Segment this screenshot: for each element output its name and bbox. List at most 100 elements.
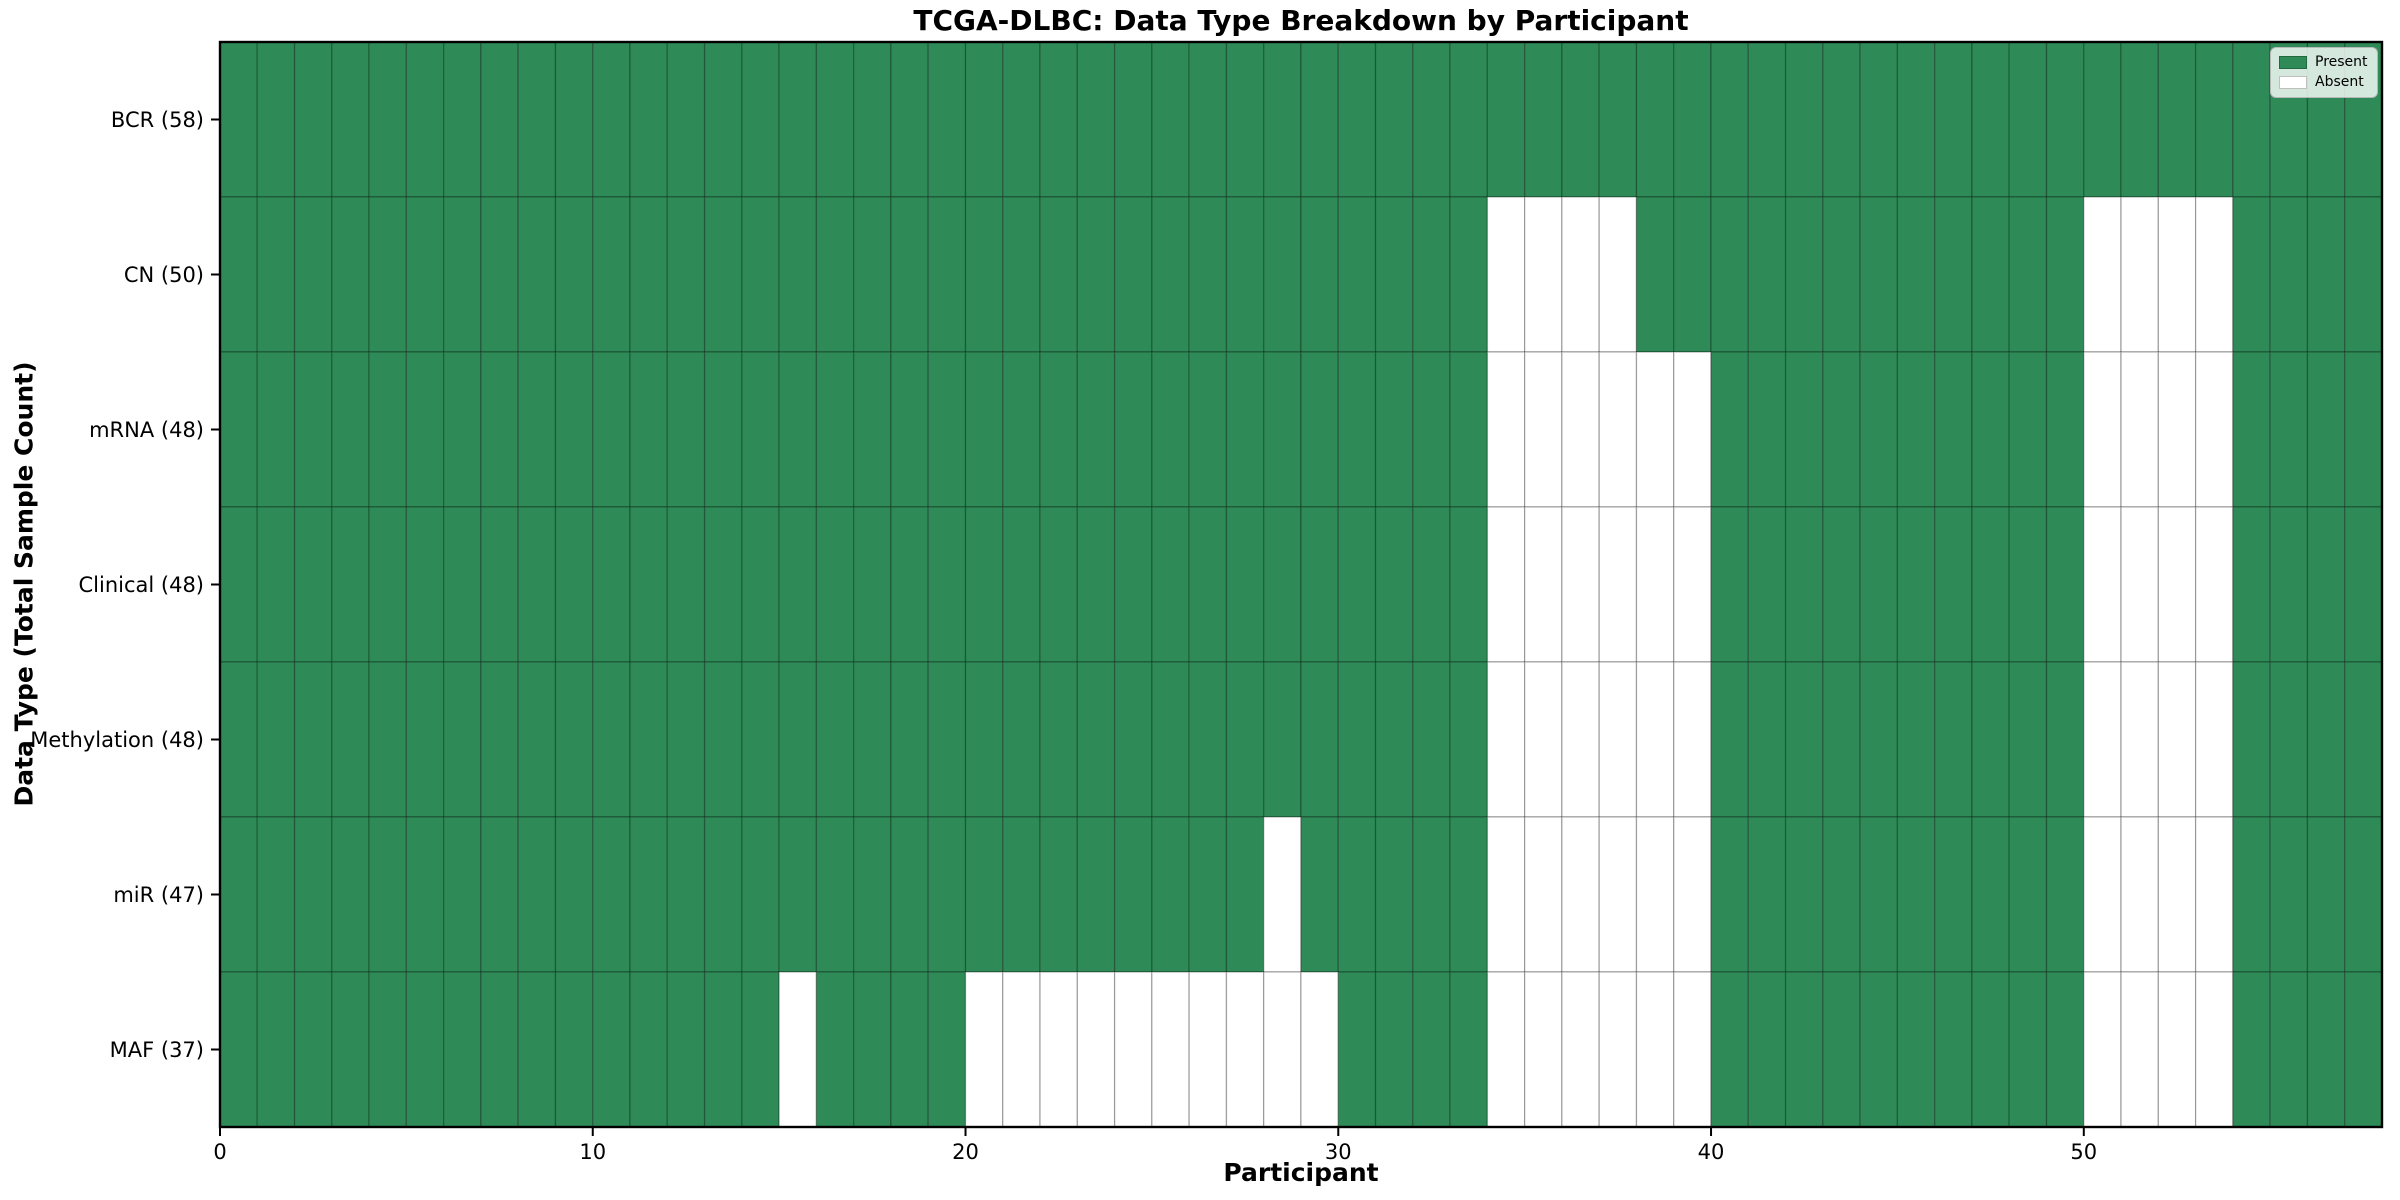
heatmap-cell xyxy=(741,816,780,973)
heatmap-cell xyxy=(1449,41,1489,198)
heatmap-cell xyxy=(1002,506,1041,663)
heatmap-cell xyxy=(2232,196,2271,353)
heatmap-cell xyxy=(1934,506,1973,663)
y-tick-label: miR (47) xyxy=(113,882,204,907)
heatmap-cell xyxy=(368,351,408,508)
heatmap-cell xyxy=(1822,351,1861,508)
heatmap-cell xyxy=(1151,41,1190,198)
heatmap-cell xyxy=(1561,661,1600,818)
heatmap-cell xyxy=(1524,816,1563,973)
heatmap-cell xyxy=(554,196,594,353)
y-tick-label: MAF (37) xyxy=(109,1037,204,1062)
heatmap-cell xyxy=(778,41,818,198)
heatmap-cell xyxy=(2083,661,2122,818)
heatmap-cell xyxy=(1635,971,1675,1128)
heatmap-cell xyxy=(1747,506,1787,663)
heatmap-cell xyxy=(741,661,780,818)
heatmap-cell xyxy=(1747,661,1787,818)
heatmap-cell xyxy=(554,661,594,818)
heatmap-cell xyxy=(2232,661,2271,818)
heatmap-cell xyxy=(2045,196,2085,353)
heatmap-cell xyxy=(1934,196,1973,353)
heatmap-cell xyxy=(703,196,743,353)
heatmap-cell xyxy=(1486,661,1526,818)
heatmap-cell xyxy=(219,196,258,353)
heatmap-cell xyxy=(2008,816,2048,973)
heatmap-cell xyxy=(1673,661,1712,818)
heatmap-cell xyxy=(256,506,296,663)
heatmap-cell xyxy=(592,41,631,198)
heatmap-cell xyxy=(2045,506,2085,663)
heatmap-cell xyxy=(2083,816,2122,973)
heatmap-cell xyxy=(443,41,482,198)
heatmap-cell xyxy=(2008,41,2048,198)
heatmap-cell xyxy=(1486,506,1526,663)
heatmap-cell xyxy=(480,351,519,508)
heatmap-cell xyxy=(2194,506,2234,663)
heatmap-cell xyxy=(554,816,594,973)
heatmap-cell xyxy=(2344,816,2383,973)
heatmap-cell xyxy=(1934,351,1973,508)
heatmap-cell xyxy=(293,351,333,508)
heatmap-cell xyxy=(1710,351,1749,508)
heatmap-cell xyxy=(331,816,370,973)
heatmap-cell xyxy=(1263,41,1302,198)
heatmap-cell xyxy=(1188,661,1228,818)
heatmap-cell xyxy=(2194,41,2234,198)
heatmap-cell xyxy=(964,41,1004,198)
heatmap-cell xyxy=(1710,506,1749,663)
heatmap-cell xyxy=(1337,816,1377,973)
heatmap-cell xyxy=(890,196,929,353)
heatmap-cell xyxy=(1896,816,1936,973)
heatmap-cell xyxy=(443,816,482,973)
heatmap-cell xyxy=(1635,661,1675,818)
heatmap-cell xyxy=(293,506,333,663)
legend-label-absent: Absent xyxy=(2315,74,2364,90)
heatmap-cell xyxy=(1039,41,1078,198)
heatmap-cell xyxy=(890,506,929,663)
heatmap-cell xyxy=(1971,971,2010,1128)
heatmap-cell xyxy=(219,41,258,198)
heatmap-cell xyxy=(2045,971,2085,1128)
heatmap-cell xyxy=(778,816,818,973)
heatmap-cell xyxy=(666,971,706,1128)
x-tick-label: 20 xyxy=(952,1140,979,1164)
heatmap-cell xyxy=(2306,971,2346,1128)
heatmap-cell xyxy=(1747,196,1787,353)
heatmap-cell xyxy=(1896,41,1936,198)
heatmap-cell xyxy=(219,351,258,508)
heatmap-cell xyxy=(629,661,668,818)
heatmap-cell xyxy=(2120,816,2159,973)
heatmap-cell xyxy=(666,351,706,508)
heatmap-cell xyxy=(405,971,445,1128)
heatmap-cell xyxy=(1971,41,2010,198)
heatmap-cell xyxy=(1561,351,1600,508)
heatmap-cell xyxy=(1859,351,1899,508)
heatmap-cell xyxy=(1113,816,1153,973)
heatmap-cell xyxy=(2120,351,2159,508)
heatmap-cell xyxy=(1412,661,1451,818)
heatmap-cell xyxy=(1673,196,1712,353)
heatmap-cell xyxy=(1263,816,1302,973)
heatmap-cell xyxy=(1225,506,1265,663)
heatmap-cell xyxy=(1598,661,1638,818)
heatmap-cell xyxy=(2306,506,2346,663)
heatmap-cell xyxy=(1524,506,1563,663)
heatmap-cell xyxy=(293,816,333,973)
heatmap-cell xyxy=(2269,506,2309,663)
heatmap-cell xyxy=(1673,41,1712,198)
heatmap-cell xyxy=(480,971,519,1128)
heatmap-cell xyxy=(331,971,370,1128)
heatmap-cell xyxy=(219,971,258,1128)
heatmap-cell xyxy=(1822,196,1861,353)
heatmap-cell xyxy=(1673,351,1712,508)
heatmap-cell xyxy=(1524,351,1563,508)
heatmap-cell xyxy=(2157,971,2197,1128)
heatmap-cell xyxy=(778,196,818,353)
heatmap-cell xyxy=(1486,816,1526,973)
heatmap-cell xyxy=(405,816,445,973)
heatmap-cell xyxy=(1263,196,1302,353)
heatmap-cell xyxy=(1859,816,1899,973)
heatmap-cell xyxy=(853,41,892,198)
heatmap-cell xyxy=(741,351,780,508)
